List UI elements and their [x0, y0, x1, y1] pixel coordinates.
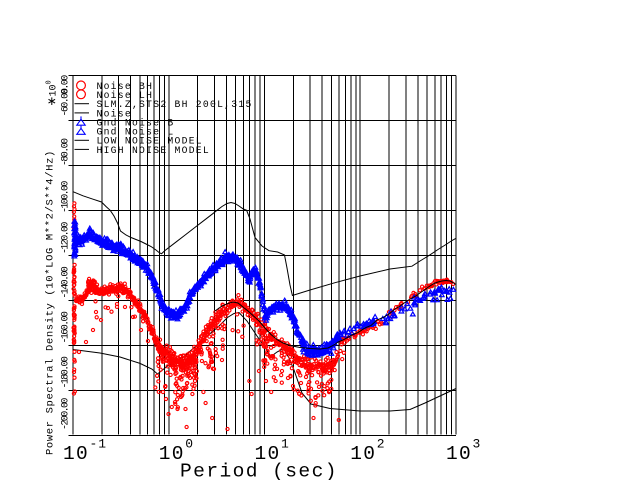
svg-text:-1: -1: [90, 437, 108, 452]
svg-text:Gnd Noise L: Gnd Noise L: [97, 127, 175, 138]
svg-text:-160.00: -160.00: [60, 311, 71, 343]
svg-text:10: 10: [159, 443, 185, 465]
svg-text:-80.00: -80.00: [60, 138, 71, 166]
svg-text:Period (sec): Period (sec): [180, 461, 338, 480]
svg-text:10: 10: [63, 443, 89, 465]
svg-text:-200.00: -200.00: [60, 398, 71, 430]
svg-text:LOW NOISE MODEL: LOW NOISE MODEL: [97, 136, 203, 147]
svg-text:SLM.Z,STS2 BH 200L,315: SLM.Z,STS2 BH 200L,315: [97, 99, 253, 110]
svg-text:Gnd Noise B: Gnd Noise B: [97, 117, 175, 128]
svg-text:-180.00: -180.00: [60, 356, 71, 388]
svg-text:-60.00: -60.00: [60, 88, 71, 116]
svg-text:10: 10: [446, 443, 472, 465]
svg-text:-140.00: -140.00: [60, 266, 71, 298]
svg-text:3: 3: [473, 437, 482, 452]
svg-text:-120.00: -120.00: [60, 222, 71, 254]
svg-text:Power Spectral Density (10*LOG: Power Spectral Density (10*LOG M**2/S**4…: [45, 150, 57, 455]
svg-text:10: 10: [49, 84, 60, 96]
svg-text:0: 0: [46, 80, 54, 84]
svg-text:0.00: 0.00: [60, 75, 71, 94]
svg-text:10: 10: [255, 443, 281, 465]
svg-text:2: 2: [377, 437, 386, 452]
svg-text:10: 10: [350, 443, 376, 465]
svg-text:Noise: Noise: [97, 108, 132, 119]
svg-text:1: 1: [281, 437, 290, 452]
svg-text:-100.00: -100.00: [60, 181, 71, 213]
svg-text:Noise LH: Noise LH: [97, 90, 154, 101]
svg-text:Noise BH: Noise BH: [97, 81, 154, 92]
svg-text:HIGH NOISE MODEL: HIGH NOISE MODEL: [97, 145, 211, 156]
svg-text:0: 0: [185, 437, 194, 452]
